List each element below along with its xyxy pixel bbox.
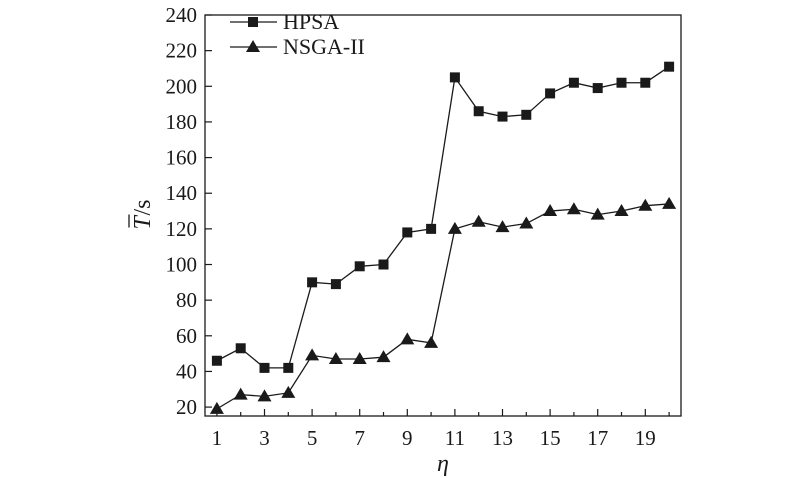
data-point bbox=[614, 204, 629, 217]
data-point bbox=[330, 279, 341, 290]
legend-marker bbox=[248, 17, 258, 27]
data-point bbox=[233, 387, 248, 400]
x-tick-label: 7 bbox=[354, 426, 365, 450]
x-tick-label: 17 bbox=[587, 426, 608, 450]
y-tick-label: 180 bbox=[166, 110, 198, 134]
y-tick-label: 240 bbox=[166, 3, 198, 27]
x-tick-label: 13 bbox=[492, 426, 513, 450]
data-point bbox=[209, 401, 224, 414]
x-tick-label: 3 bbox=[259, 426, 270, 450]
data-point bbox=[352, 351, 367, 364]
series-hpsa bbox=[211, 61, 675, 373]
series-nsga-ii bbox=[209, 196, 677, 414]
data-point bbox=[638, 198, 653, 211]
series-line bbox=[216, 203, 670, 410]
axes: 1 3 5 7 9 11 13 15 17 192040608010012014016018020… bbox=[166, 3, 682, 450]
legend-label: NSGA-II bbox=[283, 34, 365, 59]
x-tick-label: 5 bbox=[307, 426, 318, 450]
data-point bbox=[378, 259, 389, 270]
x-tick-label: 11 bbox=[445, 426, 465, 450]
data-point bbox=[543, 204, 558, 217]
data-point bbox=[211, 355, 222, 366]
data-point bbox=[590, 207, 605, 220]
data-point bbox=[400, 332, 415, 345]
y-tick-label: 200 bbox=[166, 74, 198, 98]
data-point bbox=[257, 389, 272, 402]
y-axis-unit: /s bbox=[130, 199, 156, 215]
y-tick-label: 160 bbox=[166, 146, 198, 170]
data-point bbox=[495, 220, 510, 233]
data-point bbox=[449, 72, 460, 83]
data-point bbox=[235, 343, 246, 354]
data-point bbox=[259, 362, 270, 373]
y-tick-label: 220 bbox=[166, 39, 198, 63]
y-tick-label: 100 bbox=[166, 253, 198, 277]
series-layer bbox=[209, 61, 677, 414]
y-tick-label: 140 bbox=[166, 181, 198, 205]
data-point bbox=[283, 362, 294, 373]
data-point bbox=[664, 61, 675, 72]
data-point bbox=[568, 77, 579, 88]
data-point bbox=[592, 83, 603, 94]
x-tick-label: 1 bbox=[212, 426, 223, 450]
data-point bbox=[354, 261, 365, 272]
data-point bbox=[662, 196, 677, 209]
data-point bbox=[519, 216, 534, 229]
x-tick-label: 9 bbox=[402, 426, 413, 450]
data-point bbox=[328, 351, 343, 364]
data-point bbox=[402, 227, 413, 238]
x-tick-label: 15 bbox=[540, 426, 561, 450]
data-point bbox=[305, 348, 320, 361]
data-point bbox=[471, 214, 486, 227]
legend-item: NSGA-II bbox=[230, 34, 365, 59]
y-tick-label: 120 bbox=[166, 217, 198, 241]
plot-frame bbox=[204, 14, 682, 417]
y-tick-label: 20 bbox=[176, 395, 197, 419]
axis-labels: η T /s bbox=[128, 199, 449, 477]
data-point bbox=[426, 223, 437, 234]
y-tick-label: 80 bbox=[176, 288, 197, 312]
y-axis-symbol: T bbox=[130, 215, 156, 230]
data-point bbox=[566, 202, 581, 215]
data-point bbox=[521, 109, 532, 120]
data-point bbox=[640, 77, 651, 88]
data-point bbox=[424, 335, 439, 348]
data-point bbox=[545, 88, 556, 99]
data-point bbox=[616, 77, 627, 88]
y-tick-label: 60 bbox=[176, 324, 197, 348]
legend-label: HPSA bbox=[283, 9, 339, 34]
y-tick-label: 40 bbox=[176, 359, 197, 383]
data-point bbox=[497, 111, 508, 122]
x-axis-title: η bbox=[437, 451, 449, 477]
x-tick-label: 19 bbox=[635, 426, 656, 450]
legend-marker bbox=[246, 40, 260, 52]
data-point bbox=[447, 221, 462, 234]
legend-item: HPSA bbox=[230, 9, 339, 34]
y-axis-title: T /s bbox=[128, 199, 156, 230]
data-point bbox=[281, 385, 296, 398]
data-point bbox=[307, 277, 318, 288]
data-point bbox=[473, 106, 484, 117]
data-point bbox=[376, 350, 391, 363]
